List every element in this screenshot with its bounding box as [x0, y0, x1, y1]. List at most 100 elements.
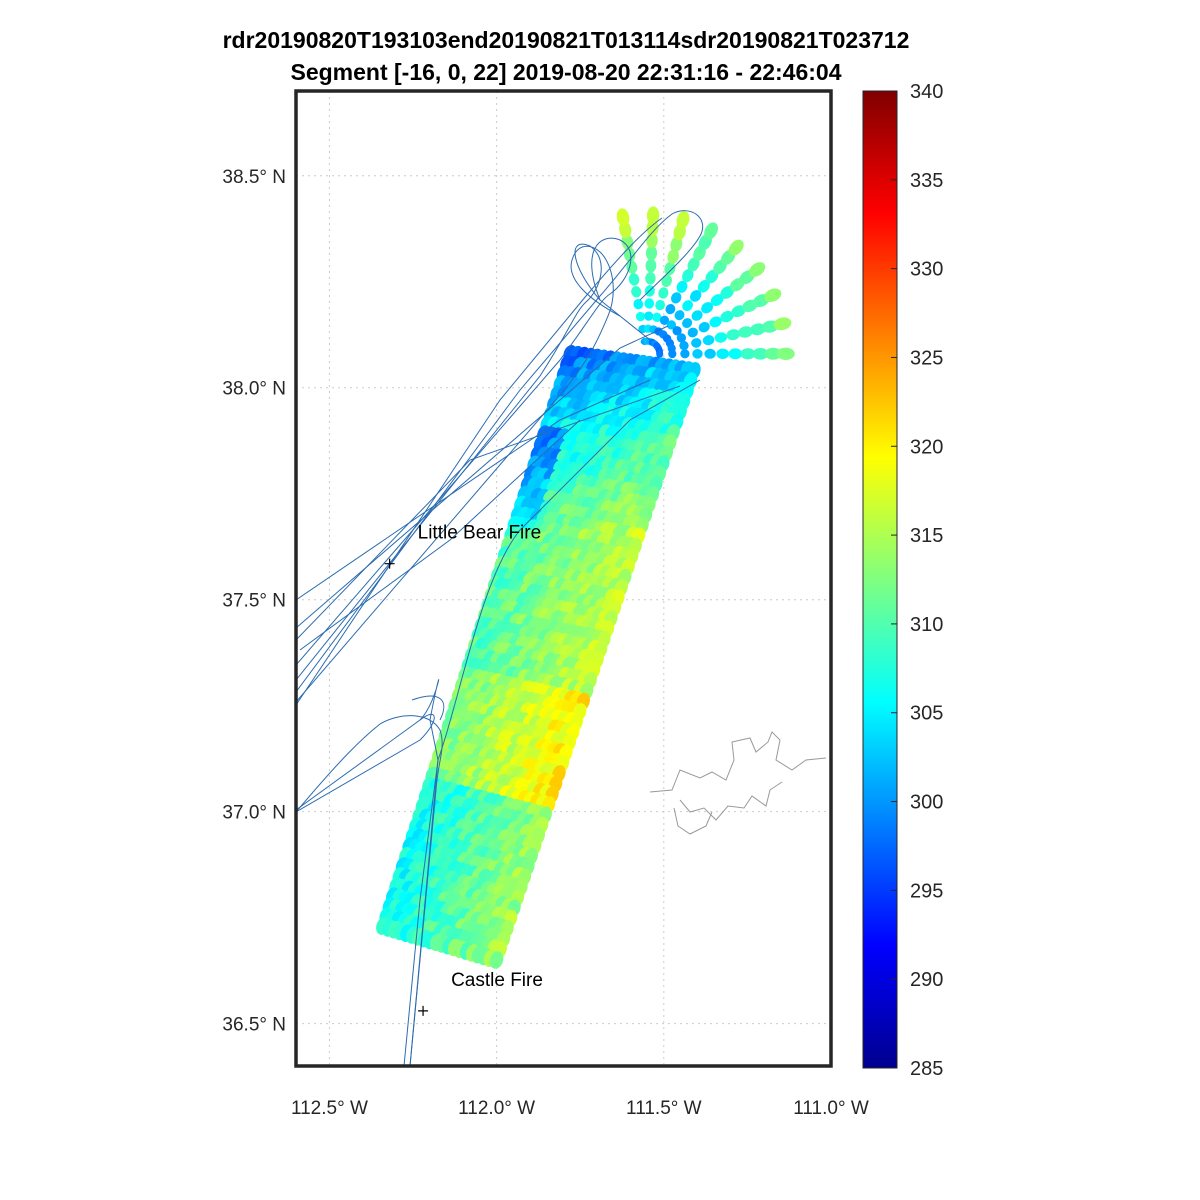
- fan-point: [661, 274, 672, 288]
- flight-track: [299, 419, 581, 651]
- flight-track: [296, 715, 443, 1066]
- fan-point: [633, 299, 644, 310]
- fan-point: [748, 262, 766, 277]
- fan-point: [652, 312, 662, 322]
- fan-point: [672, 326, 682, 336]
- place-markers: Little Bear Fire Castle Fire: [384, 523, 543, 1016]
- colorbar-tick-label: 335: [910, 170, 943, 192]
- fan-point: [659, 315, 670, 325]
- flight-track: [296, 679, 440, 1066]
- lake-outline: [649, 731, 827, 835]
- fan-point: [710, 294, 724, 307]
- fan-point: [664, 261, 676, 276]
- colorbar-tick-label: 315: [910, 525, 943, 547]
- flight-track: [296, 245, 621, 703]
- brightness-swath: [376, 345, 701, 969]
- colorbar-tick-label: 330: [910, 259, 943, 281]
- fan-point: [679, 340, 689, 351]
- swath-point: [489, 951, 504, 969]
- fan-point: [691, 310, 703, 321]
- fan-point: [731, 305, 746, 318]
- fan-point: [749, 323, 766, 336]
- lon-tick-label: 111.0° W: [793, 1098, 869, 1119]
- fan-point: [631, 286, 642, 298]
- fan-point: [680, 349, 690, 359]
- lat-tick-label: 37.0° N: [222, 803, 286, 824]
- fan-point: [656, 349, 664, 358]
- fan-point: [628, 273, 640, 286]
- flight-track: [296, 325, 669, 629]
- fan-point: [687, 257, 700, 272]
- fan-point: [691, 338, 702, 348]
- chart-title: rdr20190820T193103end20190821T013114sdr2…: [223, 27, 910, 53]
- flight-track: [296, 695, 445, 813]
- fan-point: [701, 302, 714, 314]
- fan-point: [671, 292, 682, 304]
- flight-track: [403, 379, 701, 1066]
- colorbar-tick-label: 325: [910, 347, 943, 369]
- fan-point: [714, 332, 728, 343]
- lat-tick-label: 38.0° N: [222, 379, 286, 400]
- fan-point: [616, 208, 630, 227]
- fan-point: [738, 326, 753, 338]
- fan-point: [709, 316, 722, 328]
- fan-point: [764, 288, 782, 303]
- colorbar: [862, 90, 898, 1069]
- fan-point: [728, 239, 744, 256]
- flight-track: [296, 237, 651, 666]
- fan-point: [720, 310, 734, 323]
- flight-track: [296, 210, 704, 693]
- colorbar-tick-label: 310: [910, 614, 943, 636]
- map-frame: [294, 89, 833, 1068]
- colorbar-tick-label: 300: [910, 792, 943, 814]
- fan-point: [773, 317, 792, 331]
- fan-point: [682, 318, 693, 329]
- longitude-tick-labels: 112.5° W 112.0° W 111.5° W 111.0° W: [291, 1098, 869, 1119]
- fan-point: [726, 329, 740, 341]
- fan-point: [704, 222, 719, 240]
- lon-tick-label: 112.5° W: [291, 1098, 368, 1119]
- colorbar-tick-label: 295: [910, 880, 943, 902]
- fan-point: [698, 322, 710, 333]
- colorbar-tick-label: 285: [910, 1058, 943, 1080]
- fan-point: [674, 310, 685, 321]
- fan-point: [676, 211, 690, 229]
- flight-tracks: [296, 210, 704, 1066]
- chart-subtitle: Segment [-16, 0, 22] 2019-08-20 22:31:16…: [290, 59, 841, 85]
- fire-location-marker: [384, 558, 395, 569]
- fan-point: [690, 290, 702, 302]
- fan-point: [626, 260, 638, 274]
- colorbar-tick-label: 340: [910, 81, 943, 103]
- colorbar-tick-label: 320: [910, 436, 943, 458]
- lat-tick-label: 36.5° N: [222, 1015, 286, 1036]
- fan-point: [623, 247, 636, 262]
- fan-point: [702, 335, 715, 346]
- fire-label: Little Bear Fire: [418, 523, 542, 544]
- fan-point: [645, 258, 657, 273]
- fan-point: [676, 280, 688, 293]
- map-content: [296, 206, 827, 1066]
- fire-location-marker: [418, 1005, 429, 1016]
- fan-point: [682, 300, 693, 312]
- lake-outline-path: [649, 731, 827, 835]
- fan-point: [687, 327, 698, 338]
- fan-point: [655, 299, 665, 311]
- fan-point: [720, 286, 734, 299]
- fan-point: [635, 311, 646, 322]
- fan-point: [646, 206, 660, 225]
- fan-point: [752, 348, 769, 360]
- fan-point: [658, 287, 669, 299]
- fan-point: [667, 249, 679, 264]
- fan-point: [716, 348, 729, 359]
- fan-point: [692, 349, 703, 359]
- fan-point: [645, 245, 658, 261]
- fan-point: [728, 348, 743, 360]
- fan-point: [666, 320, 677, 330]
- lon-tick-label: 111.5° W: [626, 1098, 702, 1119]
- colorbar-tick-label: 290: [910, 969, 943, 991]
- latitude-tick-labels: 38.5° N 38.0° N 37.5° N 37.0° N 36.5° N: [222, 167, 286, 1036]
- fan-point: [697, 280, 710, 293]
- fan-point: [645, 272, 656, 285]
- fan-point: [644, 311, 654, 321]
